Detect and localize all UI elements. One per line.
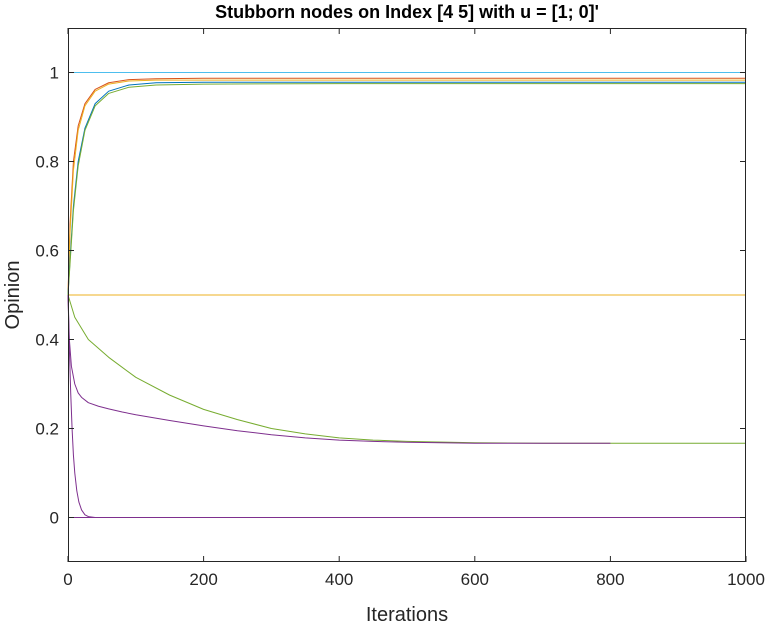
x-tick-label-1: 0 — [63, 570, 72, 589]
axes-box — [68, 28, 746, 562]
y-axis-label: Opinion — [2, 261, 24, 330]
x-axis-label: Iterations — [366, 604, 448, 626]
y-tick-label-4: 0.6 — [35, 242, 59, 261]
y-tick-label-2: 0.2 — [35, 420, 59, 439]
y-tick-label-3: 0.4 — [35, 331, 59, 350]
series-line-9 — [67, 294, 746, 518]
y-tick-label-5: 0.8 — [35, 153, 59, 172]
series-line-3 — [67, 79, 746, 296]
series-layer — [67, 72, 746, 518]
ticks-layer: 0 200 400 600 800 1000 0 0.2 0.4 0.6 0.8 1 — [35, 28, 765, 589]
series-line-8 — [67, 294, 611, 444]
x-tick-label-6: 1000 — [727, 570, 765, 589]
y-tick-label-1: 0 — [50, 509, 59, 528]
x-tick-label-4: 600 — [461, 570, 489, 589]
chart-title: Stubborn nodes on Index [4 5] with u = [… — [215, 2, 599, 22]
y-tick-label-6: 1 — [50, 64, 59, 83]
x-tick-label-2: 200 — [189, 570, 217, 589]
series-line-5 — [67, 83, 746, 296]
x-tick-label-3: 400 — [325, 570, 353, 589]
x-tick-label-5: 800 — [596, 570, 624, 589]
